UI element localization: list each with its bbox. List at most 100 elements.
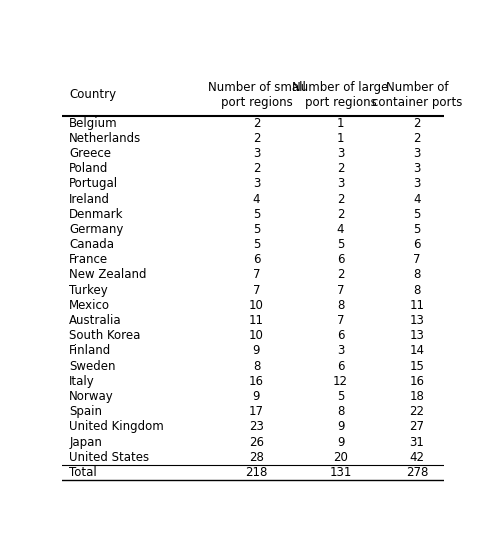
Text: 9: 9 [337, 421, 344, 434]
Text: 6: 6 [253, 254, 260, 267]
Text: Denmark: Denmark [69, 208, 124, 221]
Text: 7: 7 [253, 283, 260, 296]
Text: Canada: Canada [69, 238, 114, 251]
Text: 5: 5 [337, 390, 344, 403]
Text: 5: 5 [253, 208, 260, 221]
Text: 3: 3 [253, 147, 260, 160]
Text: 27: 27 [410, 421, 424, 434]
Text: 2: 2 [337, 269, 344, 281]
Text: 18: 18 [410, 390, 424, 403]
Text: 15: 15 [410, 360, 424, 373]
Text: France: France [69, 254, 108, 267]
Text: 5: 5 [253, 223, 260, 236]
Text: 6: 6 [337, 254, 344, 267]
Text: 3: 3 [337, 177, 344, 190]
Text: 11: 11 [249, 314, 264, 327]
Text: 16: 16 [249, 375, 264, 388]
Text: Mexico: Mexico [69, 299, 110, 312]
Text: Spain: Spain [69, 405, 102, 418]
Text: 2: 2 [337, 193, 344, 206]
Text: 8: 8 [253, 360, 260, 373]
Text: 218: 218 [246, 466, 268, 479]
Text: Italy: Italy [69, 375, 95, 388]
Text: 2: 2 [253, 116, 260, 129]
Text: 20: 20 [333, 450, 348, 463]
Text: 13: 13 [410, 314, 424, 327]
Text: 8: 8 [337, 299, 344, 312]
Text: 2: 2 [337, 208, 344, 221]
Text: 7: 7 [337, 314, 344, 327]
Text: 4: 4 [413, 193, 421, 206]
Text: 5: 5 [413, 223, 421, 236]
Text: 8: 8 [337, 405, 344, 418]
Text: 23: 23 [249, 421, 264, 434]
Text: Sweden: Sweden [69, 360, 116, 373]
Text: 4: 4 [337, 223, 344, 236]
Text: 278: 278 [406, 466, 428, 479]
Text: 2: 2 [413, 116, 421, 129]
Text: 8: 8 [413, 283, 421, 296]
Text: 5: 5 [337, 238, 344, 251]
Text: 6: 6 [337, 360, 344, 373]
Text: Germany: Germany [69, 223, 124, 236]
Text: Greece: Greece [69, 147, 111, 160]
Text: Number of small
port regions: Number of small port regions [208, 81, 306, 109]
Text: 14: 14 [410, 344, 424, 357]
Text: 3: 3 [337, 147, 344, 160]
Text: 2: 2 [253, 132, 260, 145]
Text: 10: 10 [249, 299, 264, 312]
Text: 7: 7 [413, 254, 421, 267]
Text: Number of large
port regions: Number of large port regions [292, 81, 388, 109]
Text: 3: 3 [253, 177, 260, 190]
Text: 6: 6 [337, 329, 344, 342]
Text: 7: 7 [253, 269, 260, 281]
Text: Total: Total [69, 466, 97, 479]
Text: Turkey: Turkey [69, 283, 108, 296]
Text: Japan: Japan [69, 436, 102, 448]
Text: 10: 10 [249, 329, 264, 342]
Text: 12: 12 [333, 375, 348, 388]
Text: 28: 28 [249, 450, 264, 463]
Text: New Zealand: New Zealand [69, 269, 147, 281]
Text: 7: 7 [337, 283, 344, 296]
Text: 17: 17 [249, 405, 264, 418]
Text: 9: 9 [337, 436, 344, 448]
Text: 11: 11 [410, 299, 424, 312]
Text: 9: 9 [253, 390, 260, 403]
Text: 26: 26 [249, 436, 264, 448]
Text: Country: Country [69, 88, 116, 101]
Text: 131: 131 [329, 466, 352, 479]
Text: 6: 6 [413, 238, 421, 251]
Text: Portugal: Portugal [69, 177, 118, 190]
Text: 1: 1 [337, 132, 344, 145]
Text: South Korea: South Korea [69, 329, 141, 342]
Text: Belgium: Belgium [69, 116, 118, 129]
Text: 3: 3 [413, 177, 421, 190]
Text: 3: 3 [413, 162, 421, 175]
Text: 1: 1 [337, 116, 344, 129]
Text: 3: 3 [337, 344, 344, 357]
Text: Finland: Finland [69, 344, 111, 357]
Text: Netherlands: Netherlands [69, 132, 141, 145]
Text: 3: 3 [413, 147, 421, 160]
Text: 2: 2 [413, 132, 421, 145]
Text: Australia: Australia [69, 314, 122, 327]
Text: United Kingdom: United Kingdom [69, 421, 164, 434]
Text: 13: 13 [410, 329, 424, 342]
Text: 8: 8 [413, 269, 421, 281]
Text: 22: 22 [410, 405, 424, 418]
Text: 2: 2 [253, 162, 260, 175]
Text: 5: 5 [413, 208, 421, 221]
Text: United States: United States [69, 450, 149, 463]
Text: Norway: Norway [69, 390, 114, 403]
Text: 42: 42 [410, 450, 424, 463]
Text: 9: 9 [253, 344, 260, 357]
Text: Ireland: Ireland [69, 193, 110, 206]
Text: 5: 5 [253, 238, 260, 251]
Text: 16: 16 [410, 375, 424, 388]
Text: 4: 4 [253, 193, 260, 206]
Text: Number of
container ports: Number of container ports [372, 81, 462, 109]
Text: 31: 31 [410, 436, 424, 448]
Text: 2: 2 [337, 162, 344, 175]
Text: Poland: Poland [69, 162, 108, 175]
